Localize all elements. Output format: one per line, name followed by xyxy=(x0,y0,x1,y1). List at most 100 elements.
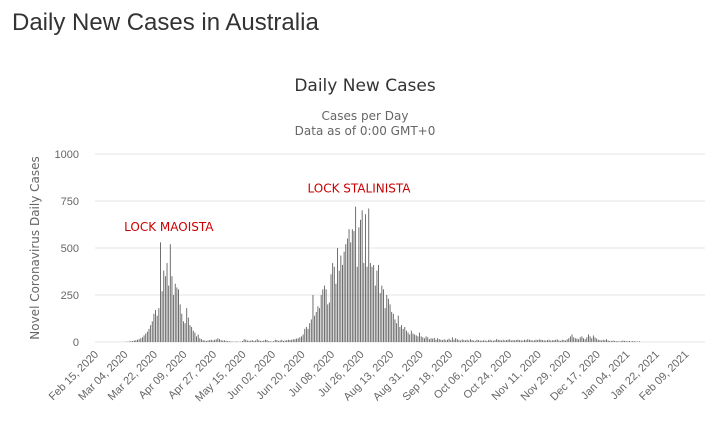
bar xyxy=(450,340,452,342)
bar xyxy=(592,335,594,342)
bar xyxy=(312,295,314,342)
bar xyxy=(222,340,224,342)
bar xyxy=(496,339,498,342)
bar xyxy=(332,263,334,342)
bar xyxy=(596,338,598,342)
bar xyxy=(320,295,322,342)
bar xyxy=(571,334,573,342)
bar xyxy=(176,287,178,342)
bar xyxy=(268,341,270,342)
bar xyxy=(432,338,434,342)
bar xyxy=(410,330,412,342)
bar xyxy=(381,285,383,342)
annotation-label: LOCK MAOISTA xyxy=(124,220,214,234)
bar xyxy=(307,328,309,342)
bar xyxy=(492,340,494,342)
bar xyxy=(435,339,437,342)
bar xyxy=(617,341,619,342)
page-title: Daily New Cases in Australia xyxy=(12,9,319,36)
bar xyxy=(515,339,517,342)
bar xyxy=(484,340,486,342)
bar xyxy=(264,339,266,342)
bar xyxy=(535,339,537,342)
bar xyxy=(250,340,252,342)
bar xyxy=(150,325,152,342)
bar xyxy=(220,340,222,342)
bar xyxy=(483,340,484,342)
bar xyxy=(551,340,553,342)
bar xyxy=(537,340,539,342)
bar-series xyxy=(125,206,640,342)
bar xyxy=(356,266,358,342)
bar xyxy=(214,339,216,342)
bar xyxy=(433,337,435,342)
bar xyxy=(520,340,522,342)
bar xyxy=(289,340,291,342)
bar xyxy=(196,336,197,342)
bar xyxy=(140,338,142,342)
bar xyxy=(415,335,417,342)
bar xyxy=(286,340,288,342)
bar xyxy=(635,341,637,342)
bar xyxy=(373,264,375,342)
bar xyxy=(420,336,422,342)
bar xyxy=(225,340,227,342)
bar xyxy=(333,266,335,342)
bar xyxy=(315,311,317,342)
bar xyxy=(401,325,402,342)
bar xyxy=(322,289,324,342)
bar xyxy=(261,341,263,342)
bar xyxy=(478,340,480,342)
bar xyxy=(276,340,278,342)
bar xyxy=(271,341,273,342)
bar xyxy=(497,339,499,342)
bar xyxy=(314,315,316,342)
bar xyxy=(299,337,301,342)
bar xyxy=(143,335,145,342)
bar xyxy=(451,337,453,342)
bar xyxy=(384,308,386,342)
bar xyxy=(210,339,212,342)
y-axis-ticks: 0 250 500 750 1000 xyxy=(55,149,79,349)
bar xyxy=(606,339,607,342)
bar xyxy=(463,340,465,342)
bar xyxy=(309,323,311,342)
bar xyxy=(430,338,432,342)
bar xyxy=(622,340,624,342)
bar xyxy=(164,276,166,342)
bar xyxy=(310,319,312,342)
bar xyxy=(248,340,250,342)
bar xyxy=(145,333,147,342)
bar xyxy=(422,337,424,342)
bar xyxy=(166,263,168,342)
bar xyxy=(135,340,137,342)
bar xyxy=(379,293,381,342)
bar xyxy=(279,340,281,342)
bar xyxy=(146,331,148,342)
bar xyxy=(528,339,530,342)
bar xyxy=(269,341,271,342)
bar xyxy=(442,340,443,342)
bar xyxy=(291,339,293,342)
bar xyxy=(202,340,204,342)
bar xyxy=(255,340,257,342)
bar xyxy=(179,304,181,342)
bar xyxy=(633,341,635,342)
bar xyxy=(392,313,394,342)
bar xyxy=(471,340,473,342)
bar xyxy=(209,340,211,342)
bar xyxy=(296,338,298,342)
bar xyxy=(578,339,580,342)
bar xyxy=(417,336,419,342)
y-tick-label: 500 xyxy=(61,243,79,255)
bar xyxy=(287,339,289,342)
bar xyxy=(294,339,296,342)
bar xyxy=(524,339,525,342)
annotations: LOCK MAOISTA LOCK STALINISTA xyxy=(124,182,411,235)
bar xyxy=(260,340,261,342)
bar xyxy=(602,339,604,342)
bar xyxy=(184,323,186,342)
bar xyxy=(479,340,481,342)
bar xyxy=(576,338,578,342)
